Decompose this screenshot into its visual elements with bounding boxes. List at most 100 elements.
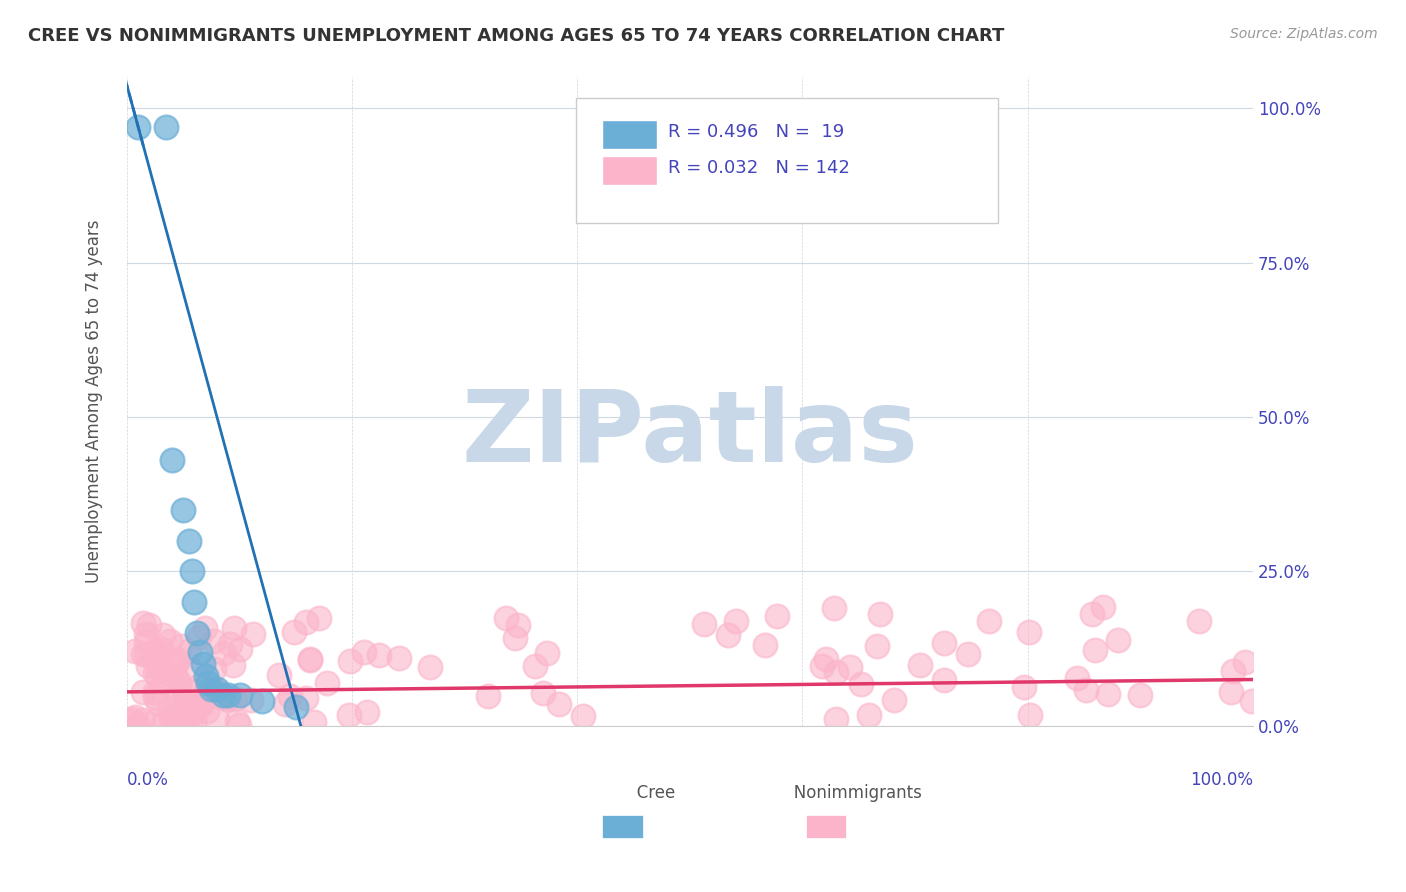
- Point: [367, 648, 389, 662]
- Point: [851, 677, 873, 691]
- Point: [165, 690, 187, 704]
- Point: [194, 621, 217, 635]
- Point: [205, 683, 228, 698]
- Point: [823, 601, 845, 615]
- Text: 0.0%: 0.0%: [127, 772, 169, 789]
- Point: [157, 702, 180, 716]
- Point: [132, 713, 155, 727]
- Point: [278, 689, 301, 703]
- Point: [186, 626, 208, 640]
- Point: [135, 648, 157, 662]
- Point: [152, 628, 174, 642]
- Point: [506, 617, 529, 632]
- Point: [127, 717, 149, 731]
- Point: [165, 656, 187, 670]
- Point: [883, 693, 905, 707]
- Point: [229, 642, 252, 657]
- Point: [523, 659, 546, 673]
- Point: [1129, 688, 1152, 702]
- Point: [724, 614, 747, 628]
- Point: [193, 694, 215, 708]
- Point: [224, 692, 246, 706]
- Point: [195, 704, 218, 718]
- Point: [166, 715, 188, 730]
- Point: [172, 716, 194, 731]
- Point: [143, 685, 166, 699]
- Point: [145, 654, 167, 668]
- Point: [193, 657, 215, 671]
- Point: [388, 650, 411, 665]
- Point: [865, 639, 887, 653]
- Text: Source: ZipAtlas.com: Source: ZipAtlas.com: [1230, 27, 1378, 41]
- Point: [1084, 642, 1107, 657]
- Text: ZIPatlas: ZIPatlas: [461, 385, 918, 483]
- Point: [188, 699, 211, 714]
- Point: [166, 680, 188, 694]
- Text: R = 0.496   N =  19: R = 0.496 N = 19: [668, 123, 844, 141]
- Point: [572, 709, 595, 723]
- Point: [754, 639, 776, 653]
- Point: [184, 704, 207, 718]
- Point: [419, 660, 441, 674]
- Point: [183, 715, 205, 730]
- Point: [824, 712, 846, 726]
- Point: [531, 686, 554, 700]
- Point: [188, 679, 211, 693]
- Point: [127, 120, 149, 134]
- Point: [146, 653, 169, 667]
- Point: [172, 502, 194, 516]
- Point: [932, 636, 955, 650]
- Point: [194, 690, 217, 705]
- Point: [214, 646, 236, 660]
- Point: [908, 657, 931, 672]
- Point: [180, 714, 202, 729]
- Point: [1092, 599, 1115, 614]
- Point: [136, 658, 159, 673]
- Point: [217, 692, 239, 706]
- Point: [302, 715, 325, 730]
- Point: [283, 625, 305, 640]
- Point: [250, 694, 273, 708]
- Point: [179, 644, 201, 658]
- Point: [165, 717, 187, 731]
- Point: [177, 533, 200, 548]
- Point: [298, 653, 321, 667]
- Point: [717, 628, 740, 642]
- Point: [124, 710, 146, 724]
- Point: [143, 690, 166, 705]
- Point: [339, 654, 361, 668]
- Point: [167, 676, 190, 690]
- Point: [143, 665, 166, 680]
- Point: [766, 609, 789, 624]
- Point: [135, 627, 157, 641]
- Text: R = 0.032   N = 142: R = 0.032 N = 142: [668, 159, 849, 177]
- Point: [181, 565, 204, 579]
- Point: [121, 712, 143, 726]
- Point: [167, 653, 190, 667]
- Point: [547, 697, 569, 711]
- Point: [173, 693, 195, 707]
- Point: [183, 595, 205, 609]
- Point: [150, 663, 173, 677]
- Point: [138, 618, 160, 632]
- Point: [195, 685, 218, 699]
- Point: [693, 616, 716, 631]
- Point: [1074, 682, 1097, 697]
- Point: [149, 642, 172, 657]
- Point: [153, 665, 176, 679]
- Point: [159, 633, 181, 648]
- Point: [173, 681, 195, 696]
- Text: Nonimmigrants: Nonimmigrants: [758, 784, 922, 802]
- Point: [212, 690, 235, 705]
- Point: [356, 705, 378, 719]
- Point: [869, 607, 891, 621]
- Point: [165, 670, 187, 684]
- Point: [117, 714, 139, 729]
- Point: [132, 647, 155, 661]
- Point: [839, 660, 862, 674]
- Point: [188, 630, 211, 644]
- Point: [934, 673, 956, 688]
- Point: [284, 700, 307, 714]
- Point: [1018, 707, 1040, 722]
- Point: [228, 718, 250, 732]
